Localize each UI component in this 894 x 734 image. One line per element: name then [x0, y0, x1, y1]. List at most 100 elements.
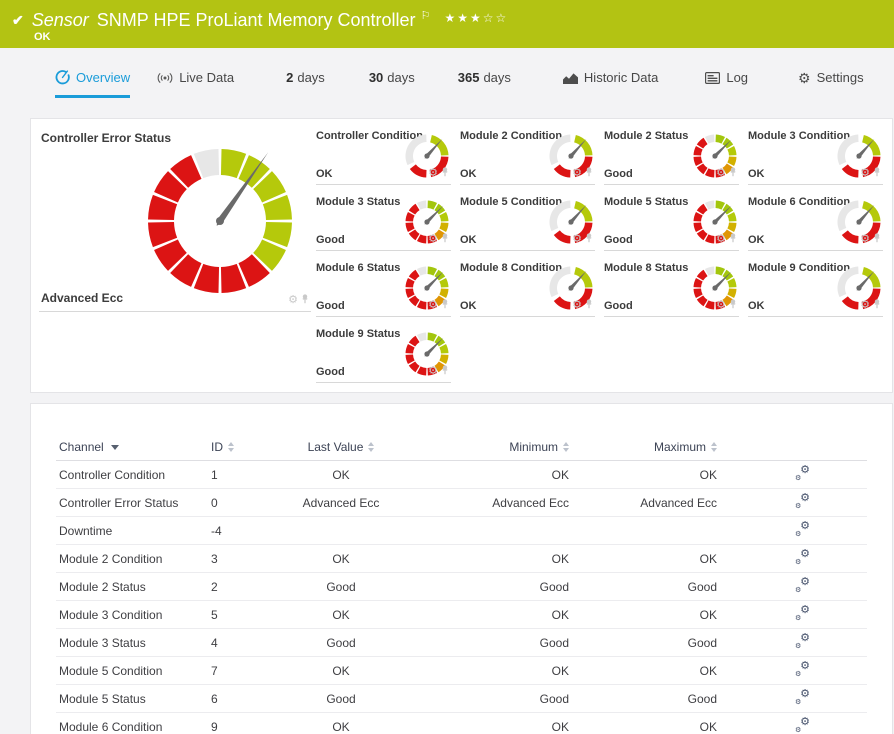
table-row[interactable]: Controller Error Status 0 Advanced Ecc Adva… [56, 489, 867, 517]
sort-icon [563, 442, 569, 452]
chart-icon [562, 72, 578, 84]
gear-icon[interactable]: ⚙ [860, 167, 870, 179]
table-row[interactable]: Module 3 Status 4 Good Good Good ⚙ ⚙ [56, 629, 867, 657]
gauge-tile-module-3-condition[interactable]: Module 3 Condition OK ⚙ [748, 126, 883, 185]
table-row[interactable]: Module 3 Condition 5 OK OK OK ⚙ ⚙ [56, 601, 867, 629]
channel-settings-button[interactable]: ⚙ ⚙ [795, 604, 810, 622]
column-header-maximum[interactable]: Maximum [569, 440, 717, 454]
gear-icon[interactable]: ⚙ [860, 233, 870, 245]
table-row[interactable]: Module 2 Status 2 Good Good Good ⚙ ⚙ [56, 573, 867, 601]
priority-stars[interactable]: ★★★☆☆ [444, 11, 509, 25]
gear-small-icon: ⚙ [795, 503, 802, 510]
gear-icon[interactable]: ⚙ [428, 167, 438, 179]
pin-icon[interactable] [441, 230, 449, 248]
gauge-tile-module-5-status[interactable]: Module 5 Status Good ⚙ [604, 192, 739, 251]
gauge-tile-controller-condition[interactable]: Controller Condition OK ⚙ [316, 126, 451, 185]
gauge-tile-module-8-condition[interactable]: Module 8 Condition OK ⚙ [460, 258, 595, 317]
channel-settings-button[interactable]: ⚙ ⚙ [795, 576, 810, 594]
pin-icon[interactable] [873, 164, 881, 182]
pin-icon[interactable] [873, 230, 881, 248]
gauge-tile-module-2-status[interactable]: Module 2 Status Good ⚙ [604, 126, 739, 185]
gauge-tile-module-5-condition[interactable]: Module 5 Condition OK ⚙ [460, 192, 595, 251]
channel-table-panel: Channel ID Last Value Minimum Maximum Contro… [30, 403, 893, 734]
pin-icon[interactable] [441, 164, 449, 182]
gear-icon[interactable]: ⚙ [716, 233, 726, 245]
cell-minimum: OK [551, 663, 569, 678]
pin-icon[interactable] [729, 296, 737, 314]
tab-overview[interactable]: Overview [55, 60, 131, 98]
pin-icon[interactable] [585, 230, 593, 248]
gauge-tile-module-6-status[interactable]: Module 6 Status Good ⚙ [316, 258, 451, 317]
column-header-id[interactable]: ID [211, 440, 291, 454]
column-header-last-value[interactable]: Last Value [291, 440, 391, 454]
channel-settings-button[interactable]: ⚙ ⚙ [795, 464, 810, 482]
gauge-title: Module 8 Status [604, 262, 689, 274]
gauge-tile-module-9-condition[interactable]: Module 9 Condition OK ⚙ [748, 258, 883, 317]
gauge-tile-module-3-status[interactable]: Module 3 Status Good ⚙ [316, 192, 451, 251]
gear-icon[interactable]: ⚙ [716, 167, 726, 179]
cell-id: 1 [211, 467, 218, 482]
channel-settings-button[interactable]: ⚙ ⚙ [795, 632, 810, 650]
pin-icon[interactable] [729, 164, 737, 182]
gear-icon[interactable]: ⚙ [572, 167, 582, 179]
gauge-tile-module-6-condition[interactable]: Module 6 Condition OK ⚙ [748, 192, 883, 251]
cell-maximum: OK [699, 607, 717, 622]
cell-id: 9 [211, 719, 218, 734]
table-row[interactable]: Module 2 Condition 3 OK OK OK ⚙ ⚙ [56, 545, 867, 573]
log-icon [705, 71, 721, 84]
column-header-channel[interactable]: Channel [56, 440, 211, 454]
gauge-dial [401, 130, 453, 182]
table-row[interactable]: Module 5 Status 6 Good Good Good ⚙ ⚙ [56, 685, 867, 713]
channel-settings-button[interactable]: ⚙ ⚙ [795, 688, 810, 706]
table-row[interactable]: Downtime -4 ⚙ ⚙ [56, 517, 867, 545]
tab-365-days[interactable]: 365 days [457, 70, 511, 85]
channel-settings-button[interactable]: ⚙ ⚙ [795, 548, 810, 566]
pin-icon[interactable] [729, 230, 737, 248]
tab-2-days[interactable]: 2 days [286, 70, 325, 85]
tab-30-days[interactable]: 30 days [368, 70, 415, 85]
pin-icon[interactable] [441, 296, 449, 314]
tab-historic-data[interactable]: Historic Data [562, 60, 658, 98]
tab-settings[interactable]: ⚙ Settings [798, 69, 864, 86]
pin-icon[interactable] [873, 296, 881, 314]
gauge-tile-primary[interactable]: Controller Error Status Advanced Ecc ⚙ [39, 127, 311, 312]
table-row[interactable]: Controller Condition 1 OK OK OK ⚙ ⚙ [56, 461, 867, 489]
gauge-value: Good [316, 366, 345, 378]
gauge-tile-module-2-condition[interactable]: Module 2 Condition OK ⚙ [460, 126, 595, 185]
gauge-title: Module 2 Status [604, 130, 689, 142]
channel-settings-button[interactable]: ⚙ ⚙ [795, 492, 810, 510]
cell-last-value: OK [332, 551, 350, 566]
gear-icon[interactable]: ⚙ [572, 299, 582, 311]
channel-settings-button[interactable]: ⚙ ⚙ [795, 716, 810, 734]
gear-icon[interactable]: ⚙ [428, 365, 438, 377]
cell-channel: Module 6 Condition [59, 719, 163, 734]
cell-channel: Downtime [59, 523, 113, 538]
cell-last-value: Good [326, 691, 356, 706]
tab-live-data[interactable]: Live Data [157, 60, 234, 98]
pin-icon[interactable] [441, 362, 449, 380]
channel-settings-button[interactable]: ⚙ ⚙ [795, 660, 810, 678]
gear-icon[interactable]: ⚙ [572, 233, 582, 245]
channel-settings-button[interactable]: ⚙ ⚙ [795, 520, 810, 538]
table-row[interactable]: Module 6 Condition 9 OK OK OK ⚙ ⚙ [56, 713, 867, 734]
pin-icon[interactable] [585, 164, 593, 182]
gear-icon[interactable]: ⚙ [288, 294, 298, 306]
gear-small-icon: ⚙ [795, 559, 802, 566]
pin-icon[interactable] [585, 296, 593, 314]
tab-log[interactable]: Log [705, 60, 748, 98]
pin-icon[interactable] [301, 291, 309, 309]
gauge-tile-module-9-status[interactable]: Module 9 Status Good ⚙ [316, 324, 451, 383]
cell-channel: Module 5 Status [59, 691, 146, 706]
cell-minimum: Good [539, 579, 569, 594]
gear-icon: ⚙ [800, 632, 810, 644]
gear-icon[interactable]: ⚙ [428, 233, 438, 245]
gear-icon[interactable]: ⚙ [716, 299, 726, 311]
gear-small-icon: ⚙ [795, 531, 802, 538]
table-row[interactable]: Module 5 Condition 7 OK OK OK ⚙ ⚙ [56, 657, 867, 685]
cell-maximum: Good [687, 691, 717, 706]
column-header-minimum[interactable]: Minimum [391, 440, 569, 454]
gear-icon[interactable]: ⚙ [860, 299, 870, 311]
flag-icon[interactable]: ⚐ [420, 10, 431, 22]
gear-icon[interactable]: ⚙ [428, 299, 438, 311]
gauge-tile-module-8-status[interactable]: Module 8 Status Good ⚙ [604, 258, 739, 317]
